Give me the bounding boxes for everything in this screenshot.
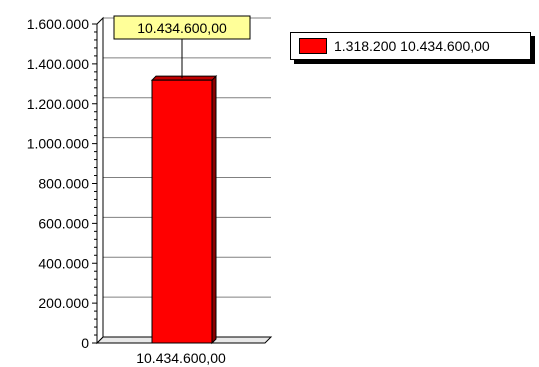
bar-top — [150, 75, 218, 81]
bars — [150, 74, 218, 345]
data-label-box — [113, 15, 251, 40]
y-tick-label: 1.000.000 — [27, 136, 89, 152]
y-tick-label: 400.000 — [38, 255, 89, 271]
tick-labels: 0 200.000 400.000 600.000 800.000 1.000.000 1.… — [27, 16, 226, 366]
bar — [151, 79, 213, 344]
legend-swatch — [299, 38, 327, 54]
bar-side — [211, 74, 217, 345]
y-tick-label: 1.200.000 — [27, 96, 89, 112]
y-tick-label: 800.000 — [38, 176, 89, 192]
data-labels: 10.434.600,00 — [113, 15, 251, 79]
y-tick-label: 600.000 — [38, 215, 89, 231]
y-tick-label: 200.000 — [38, 295, 89, 311]
y-tick-label: 1.600.000 — [27, 16, 89, 32]
x-tick-label: 10.434.600,00 — [136, 350, 226, 366]
legend-label: 1.318.200 10.434.600,00 — [334, 38, 490, 54]
y-tick-label: 0 — [81, 335, 89, 351]
data-label: 10.434.600,00 — [137, 20, 227, 36]
legend: 1.318.200 10.434.600,00 — [290, 32, 531, 60]
chart-wall — [96, 16, 104, 345]
axes — [92, 16, 273, 345]
y-tick-label: 1.400.000 — [27, 56, 89, 72]
